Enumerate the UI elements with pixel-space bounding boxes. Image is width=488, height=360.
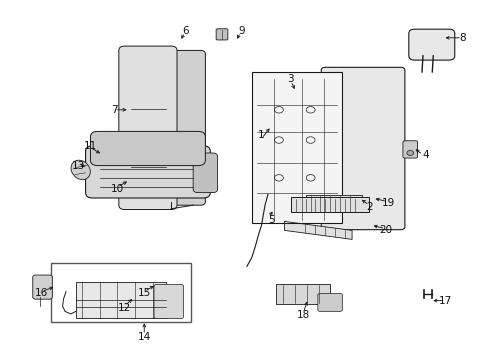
Text: 5: 5 xyxy=(267,215,274,225)
Text: 4: 4 xyxy=(421,150,428,160)
Text: 15: 15 xyxy=(137,288,151,298)
Text: 13: 13 xyxy=(71,161,85,171)
FancyBboxPatch shape xyxy=(119,46,177,210)
Text: 19: 19 xyxy=(381,198,395,208)
FancyBboxPatch shape xyxy=(321,67,404,230)
FancyBboxPatch shape xyxy=(408,29,454,60)
FancyBboxPatch shape xyxy=(216,29,227,40)
Text: 8: 8 xyxy=(458,33,465,43)
Text: 20: 20 xyxy=(379,225,392,235)
FancyBboxPatch shape xyxy=(85,146,210,198)
Text: 7: 7 xyxy=(111,105,118,115)
Text: 14: 14 xyxy=(137,332,151,342)
Text: 2: 2 xyxy=(365,202,372,212)
FancyBboxPatch shape xyxy=(90,131,205,166)
Polygon shape xyxy=(284,221,351,239)
Bar xyxy=(251,72,342,223)
Bar xyxy=(305,195,361,212)
Text: 9: 9 xyxy=(238,26,245,36)
Text: 18: 18 xyxy=(296,310,309,320)
Bar xyxy=(51,263,190,322)
FancyBboxPatch shape xyxy=(154,284,183,319)
Text: 1: 1 xyxy=(258,130,264,140)
Text: 12: 12 xyxy=(118,303,131,313)
Ellipse shape xyxy=(71,160,90,180)
Bar xyxy=(276,284,329,304)
FancyBboxPatch shape xyxy=(159,50,205,205)
FancyBboxPatch shape xyxy=(193,153,217,193)
Text: 17: 17 xyxy=(437,296,451,306)
FancyBboxPatch shape xyxy=(33,275,52,299)
Text: 11: 11 xyxy=(83,141,97,151)
Bar xyxy=(290,197,368,212)
Bar xyxy=(76,282,166,318)
Text: 3: 3 xyxy=(287,74,294,84)
Text: 16: 16 xyxy=(35,288,48,298)
Text: 6: 6 xyxy=(182,26,189,36)
Circle shape xyxy=(406,150,413,156)
FancyBboxPatch shape xyxy=(402,141,417,158)
FancyBboxPatch shape xyxy=(111,280,135,307)
FancyBboxPatch shape xyxy=(317,293,342,311)
Text: 10: 10 xyxy=(111,184,123,194)
